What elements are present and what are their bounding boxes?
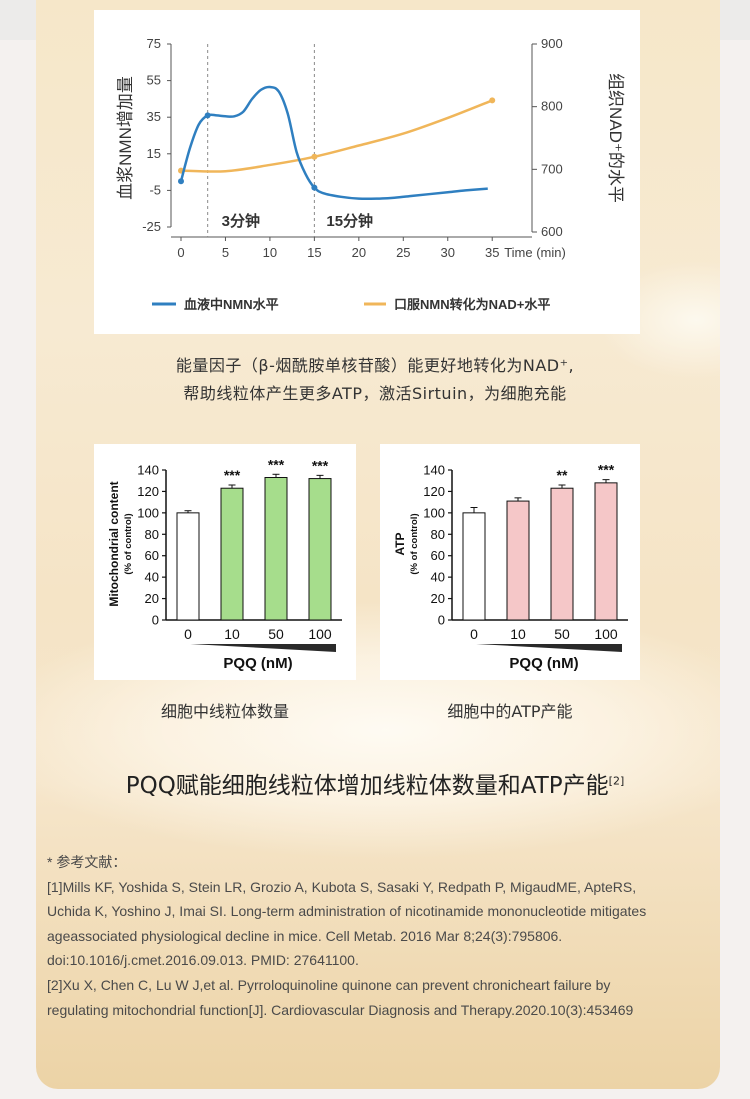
x-tick-label: 30 — [441, 245, 455, 260]
y-axis-left-title: 血浆NMN增加量 — [116, 76, 135, 200]
y-axis-title: ATP — [393, 532, 407, 555]
nmn-blood-level-point — [311, 184, 318, 191]
y-tick-label: 120 — [137, 484, 159, 499]
nmn-line-chart-card: 75 55 35 15 -5 -25 900 800 700 600 0 5 10 15 20 25 30 35 T… — [94, 10, 640, 334]
nad-level-line — [180, 99, 493, 173]
reference-line: regulating mitochondrial function[J]. Ca… — [47, 1001, 634, 1018]
bar — [506, 500, 530, 621]
y-left-tick-label: 15 — [147, 146, 161, 161]
y-tick-label: 20 — [145, 591, 159, 606]
significance-label: *** — [224, 467, 241, 483]
y-axis-subtitle: (% of control) — [409, 513, 420, 574]
nmn-caption-line-1: 能量因子（β-烟酰胺单核苷酸）能更好地转化为NAD⁺, — [175, 356, 575, 375]
y-tick-label: 140 — [423, 463, 445, 478]
x-tick-label: 50 — [554, 626, 570, 642]
reference-line: [1]Mills KF, Yoshida S, Stein LR, Grozio… — [47, 878, 637, 895]
x-axis-title: PQQ (nM) — [509, 655, 578, 672]
significance-label: *** — [268, 456, 285, 472]
nad-level-point — [311, 153, 318, 160]
bar — [462, 512, 486, 621]
reference-line: Uchida K, Yoshino J, Imai SI. Long-term … — [47, 903, 647, 920]
y-right-tick-label: 800 — [541, 99, 563, 114]
legend-label-nad: 口服NMN转化为NAD+水平 — [394, 297, 550, 312]
annotation-15-min: 15分钟 — [326, 212, 373, 230]
nmn-line-chart: 75 55 35 15 -5 -25 900 800 700 600 0 5 10 15 20 25 30 35 T… — [116, 36, 625, 312]
references: * 参考文献： [1]Mills KF, Yoshida S, Stein LR… — [47, 850, 717, 1022]
significance-label: *** — [598, 462, 615, 478]
bar — [550, 487, 574, 621]
y-tick-label: 100 — [423, 505, 445, 520]
bar — [220, 487, 244, 621]
y-tick-label: 80 — [145, 527, 159, 542]
y-left-tick-label: 55 — [147, 73, 161, 88]
atp-bar-chart-card: 0 20 40 60 80 100 120 140 ATP (% of control) 0 10 **… — [380, 444, 640, 680]
y-tick-label: 60 — [431, 548, 445, 563]
x-tick-label: 35 — [485, 245, 499, 260]
x-tick-label: 10 — [224, 626, 240, 642]
y-right-tick-label: 700 — [541, 161, 563, 176]
y-tick-label: 20 — [431, 591, 445, 606]
bar — [308, 478, 332, 621]
y-axis-title: Mitochondrial content — [107, 481, 121, 606]
nad-level-point — [489, 97, 496, 104]
x-tick-label: 100 — [594, 626, 618, 642]
bar — [594, 482, 618, 621]
y-tick-label: 80 — [431, 527, 445, 542]
x-axis-label: Time (min) — [504, 245, 566, 260]
pqq-headline-ref: [2] — [608, 774, 625, 788]
y-left-tick-label: 35 — [147, 109, 161, 124]
mito-bar-chart-card: 0 20 40 60 80 100 120 140 Mitochondrial content(… — [94, 444, 356, 680]
y-axis-subtitle: (% of control) — [123, 513, 134, 574]
x-tick-label: 20 — [352, 245, 366, 260]
y-tick-label: 60 — [145, 548, 159, 563]
y-tick-label: 140 — [137, 463, 159, 478]
x-tick-label: 0 — [177, 245, 184, 260]
atp-bar-chart: 0 20 40 60 80 100 120 140 ATP (% of control) 0 10 **… — [393, 462, 628, 672]
x-axis-title: PQQ (nM) — [223, 655, 292, 672]
bar — [176, 512, 200, 621]
y-tick-label: 120 — [423, 484, 445, 499]
y-right-tick-label: 600 — [541, 224, 563, 239]
concentration-wedge — [476, 644, 622, 652]
atp-caption: 细胞中的ATP产能 — [447, 702, 573, 721]
bar — [264, 477, 288, 621]
y-tick-label: 0 — [438, 613, 445, 628]
x-tick-label: 100 — [308, 626, 332, 642]
x-tick-label: 25 — [396, 245, 410, 260]
nmn-blood-level-point — [178, 178, 184, 185]
pqq-headline-text: PQQ赋能细胞线粒体增加线粒体数量和ATP产能 — [125, 773, 609, 799]
nmn-caption: 能量因子（β-烟酰胺单核苷酸）能更好地转化为NAD⁺, 帮助线粒体产生更多ATP… — [0, 352, 750, 408]
references-heading: * 参考文献： — [47, 854, 127, 870]
nmn-blood-level-point — [204, 112, 211, 119]
y-right-tick-label: 900 — [541, 36, 563, 51]
y-left-tick-label: 75 — [147, 36, 161, 51]
reference-line: doi:10.1016/j.cmet.2016.09.013. PMID: 27… — [47, 952, 359, 969]
y-tick-label: 40 — [145, 570, 159, 585]
mito-caption: 细胞中线粒体数量 — [160, 702, 289, 721]
annotation-3-min: 3分钟 — [222, 212, 260, 230]
x-tick-label: 0 — [184, 626, 192, 642]
x-tick-label: 15 — [307, 245, 321, 260]
y-left-tick-label: -25 — [142, 219, 161, 234]
y-tick-label: 0 — [152, 613, 159, 628]
x-tick-label: 10 — [510, 626, 526, 642]
nmn-caption-line-2: 帮助线粒体产生更多ATP，激活Sirtuin，为细胞充能 — [183, 384, 567, 403]
y-tick-label: 100 — [137, 505, 159, 520]
pqq-headline: PQQ赋能细胞线粒体增加线粒体数量和ATP产能[2] — [0, 766, 750, 800]
significance-label: *** — [312, 457, 329, 473]
x-tick-label: 10 — [263, 245, 277, 260]
x-tick-label: 50 — [268, 626, 284, 642]
y-left-tick-label: -5 — [149, 182, 161, 197]
y-tick-label: 40 — [431, 570, 445, 585]
x-tick-label: 5 — [222, 245, 229, 260]
nmn-blood-level-line — [179, 85, 488, 201]
y-axis-right-title: 组织NAD⁺的水平 — [606, 73, 625, 203]
legend-label-nmn: 血液中NMN水平 — [184, 297, 279, 312]
reference-line: ageassociated physiological decline in m… — [47, 927, 563, 944]
significance-label: ** — [557, 467, 568, 483]
reference-line: [2]Xu X, Chen C, Lu W J,et al. Pyrroloqu… — [47, 976, 611, 993]
concentration-wedge — [190, 644, 336, 652]
x-tick-label: 0 — [470, 626, 478, 642]
